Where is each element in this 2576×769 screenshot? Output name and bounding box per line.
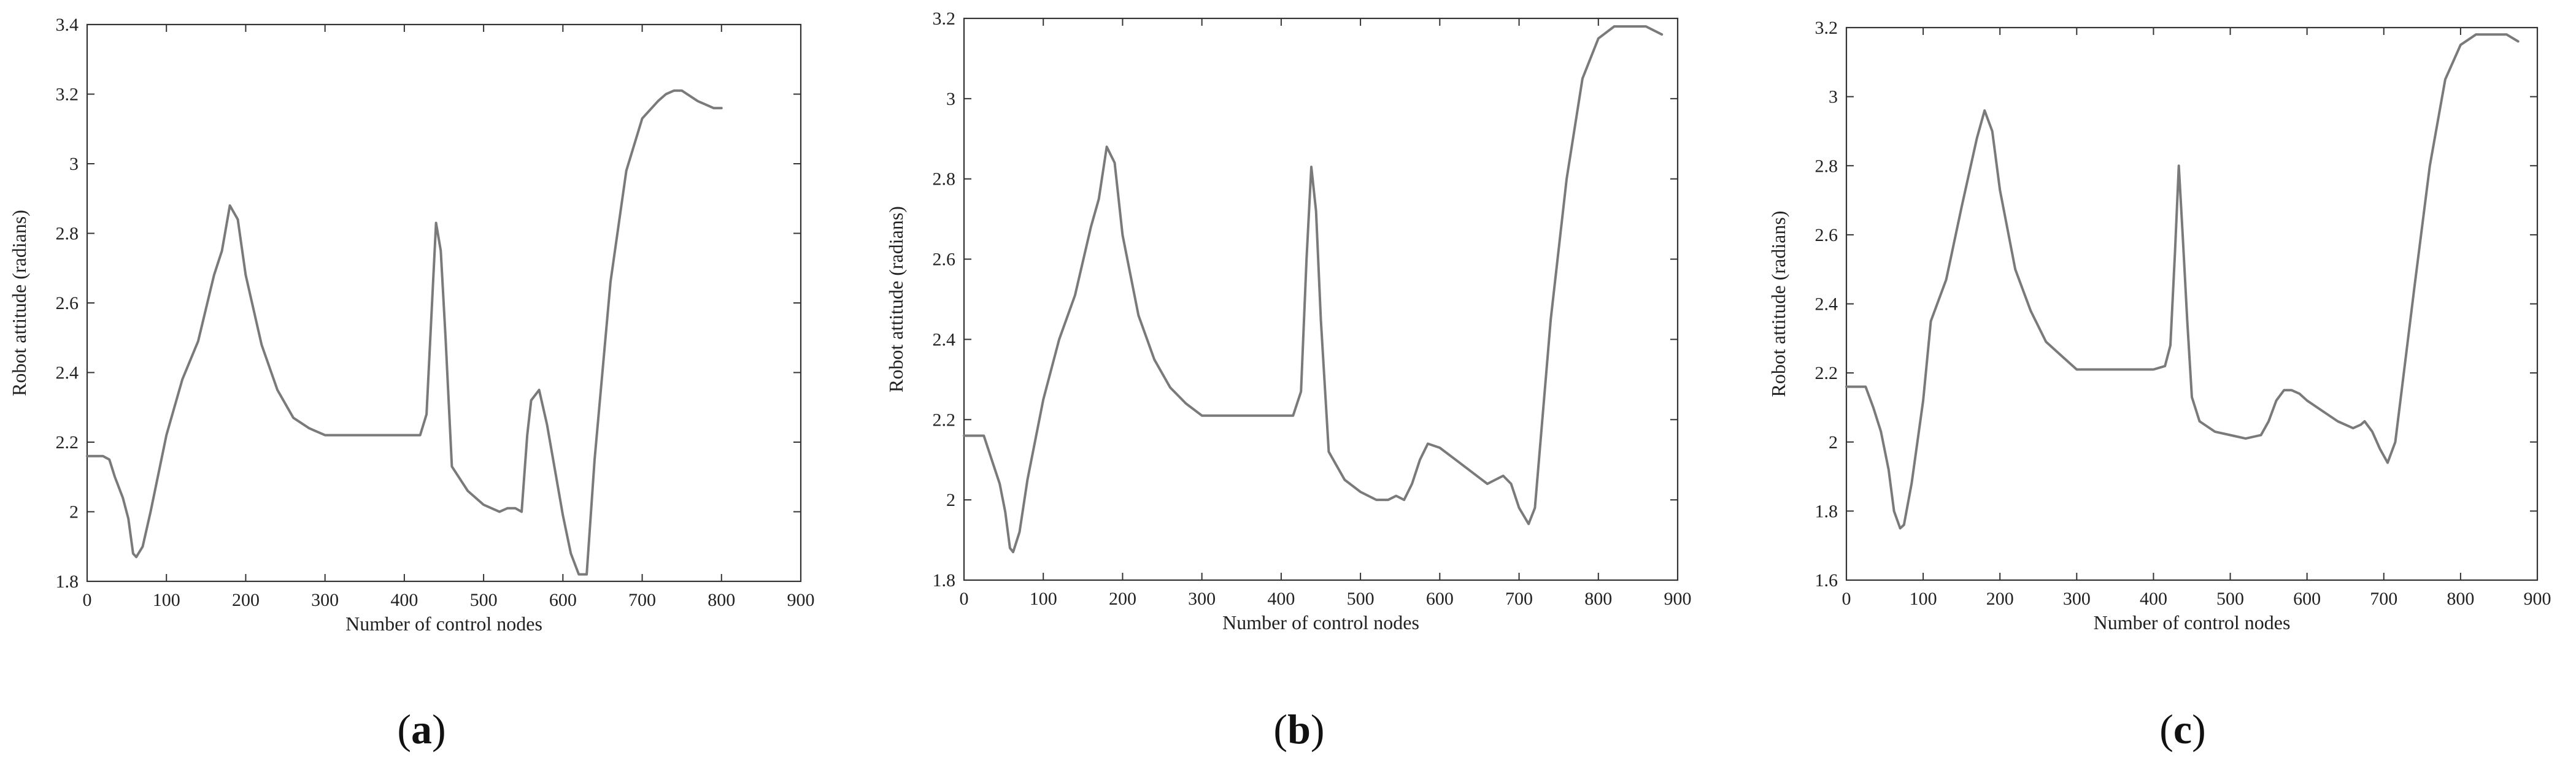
series-line-b bbox=[963, 25, 1664, 554]
y-tick-label-c-1: 1.8 bbox=[1815, 501, 1838, 521]
y-tick-label-b-6: 3 bbox=[946, 89, 955, 109]
x-tick-label-a-400: 400 bbox=[390, 590, 418, 610]
x-tick-label-a-900: 900 bbox=[787, 590, 815, 610]
x-tick-label-c-500: 500 bbox=[2216, 589, 2244, 609]
chart-panel-b: 0 100 200 300 400 500 600 700 800 900 1.8 2 2.2 2.4 2.… bbox=[885, 9, 1692, 633]
x-tick-label-b-900: 900 bbox=[1664, 589, 1692, 609]
y-tick-label-c-4: 2.4 bbox=[1815, 294, 1838, 315]
x-tick-label-c-800: 800 bbox=[2447, 589, 2474, 609]
x-axis-label-c: Number of control nodes bbox=[2094, 611, 2291, 633]
y-tick-label-b-3: 2.4 bbox=[933, 329, 956, 350]
y-tick-label-b-2: 2.2 bbox=[933, 410, 956, 430]
x-tick-label-a-500: 500 bbox=[470, 590, 498, 610]
x-tick-label-c-200: 200 bbox=[1986, 589, 2014, 609]
y-tick-label-b-0: 1.8 bbox=[933, 570, 956, 591]
caption-letter-c: c bbox=[2173, 706, 2192, 752]
y-tick-label-c-6: 2.8 bbox=[1815, 156, 1838, 176]
x-axis-label-a: Number of control nodes bbox=[345, 613, 542, 635]
y-tick-label-a-2: 2.2 bbox=[56, 432, 79, 453]
x-tick-label-b-400: 400 bbox=[1267, 589, 1295, 609]
chart-panel-a: 0 100 200 300 400 500 600 700 800 900 1.8 2 2.2 2.4 2.… bbox=[8, 15, 815, 635]
caption-letter-a: a bbox=[411, 706, 432, 752]
x-tick-label-c-100: 100 bbox=[1910, 589, 1937, 609]
x-tick-label-a-600: 600 bbox=[549, 590, 577, 610]
y-tick-label-a-1: 2 bbox=[69, 502, 79, 522]
chart-panel-c: 0 100 200 300 400 500 600 700 800 900 1.6 1.8 2 2.2 2.… bbox=[1767, 18, 2551, 633]
y-tick-label-c-7: 3 bbox=[1829, 87, 1838, 107]
x-tick-label-b-600: 600 bbox=[1426, 589, 1454, 609]
y-tick-label-a-5: 2.8 bbox=[56, 224, 79, 244]
x-tick-label-c-900: 900 bbox=[2524, 589, 2551, 609]
y-tick-label-a-7: 3.2 bbox=[56, 85, 79, 105]
x-tick-label-b-800: 800 bbox=[1584, 589, 1612, 609]
x-tick-label-c-600: 600 bbox=[2293, 589, 2321, 609]
x-tick-label-a-100: 100 bbox=[153, 590, 180, 610]
y-tick-label-b-5: 2.8 bbox=[933, 169, 956, 189]
x-tick-label-b-500: 500 bbox=[1347, 589, 1375, 609]
x-tick-label-c-300: 300 bbox=[2063, 589, 2091, 609]
x-tick-label-b-300: 300 bbox=[1188, 589, 1216, 609]
y-tick-label-c-3: 2.2 bbox=[1815, 363, 1838, 383]
plot-area-c bbox=[1845, 26, 2539, 581]
x-axis-label-b: Number of control nodes bbox=[1222, 611, 1419, 633]
y-axis-label-b: Robot attitude (radians) bbox=[885, 206, 907, 392]
y-tick-label-a-3: 2.4 bbox=[56, 363, 79, 383]
series-line-a bbox=[86, 89, 723, 576]
y-tick-label-a-6: 3 bbox=[69, 154, 79, 174]
series-line-c bbox=[1845, 33, 2520, 530]
y-tick-label-b-1: 2 bbox=[946, 490, 955, 510]
y-tick-label-a-0: 1.8 bbox=[56, 572, 79, 592]
x-tick-label-b-0: 0 bbox=[960, 589, 969, 609]
caption-letter-b: b bbox=[1287, 706, 1311, 752]
x-tick-label-a-700: 700 bbox=[628, 590, 656, 610]
x-tick-label-b-700: 700 bbox=[1505, 589, 1533, 609]
x-tick-label-a-200: 200 bbox=[232, 590, 260, 610]
caption-b: (b) bbox=[1273, 706, 1325, 752]
x-tick-label-a-300: 300 bbox=[311, 590, 339, 610]
x-tick-label-b-100: 100 bbox=[1030, 589, 1057, 609]
y-axis-label-a: Robot attitude (radians) bbox=[8, 210, 30, 396]
y-tick-label-c-2: 2 bbox=[1829, 432, 1838, 453]
y-tick-label-a-8: 3.4 bbox=[56, 15, 79, 35]
y-tick-label-c-5: 2.6 bbox=[1815, 225, 1838, 245]
y-axis-label-c: Robot attitude (radians) bbox=[1767, 211, 1789, 397]
y-tick-label-b-7: 3.2 bbox=[933, 9, 956, 29]
x-tick-label-b-200: 200 bbox=[1109, 589, 1136, 609]
caption-c: (c) bbox=[2159, 706, 2206, 752]
x-tick-label-a-800: 800 bbox=[708, 590, 735, 610]
plot-area-b bbox=[963, 17, 1679, 581]
y-tick-label-a-4: 2.6 bbox=[56, 293, 79, 313]
x-tick-label-c-400: 400 bbox=[2140, 589, 2167, 609]
y-tick-label-c-8: 3.2 bbox=[1815, 18, 1838, 38]
y-tick-label-c-0: 1.6 bbox=[1815, 570, 1838, 591]
x-tick-label-c-0: 0 bbox=[1842, 589, 1851, 609]
x-tick-label-a-0: 0 bbox=[83, 590, 92, 610]
caption-a: (a) bbox=[397, 706, 446, 752]
x-tick-label-c-700: 700 bbox=[2370, 589, 2397, 609]
y-tick-label-b-4: 2.6 bbox=[933, 250, 956, 270]
